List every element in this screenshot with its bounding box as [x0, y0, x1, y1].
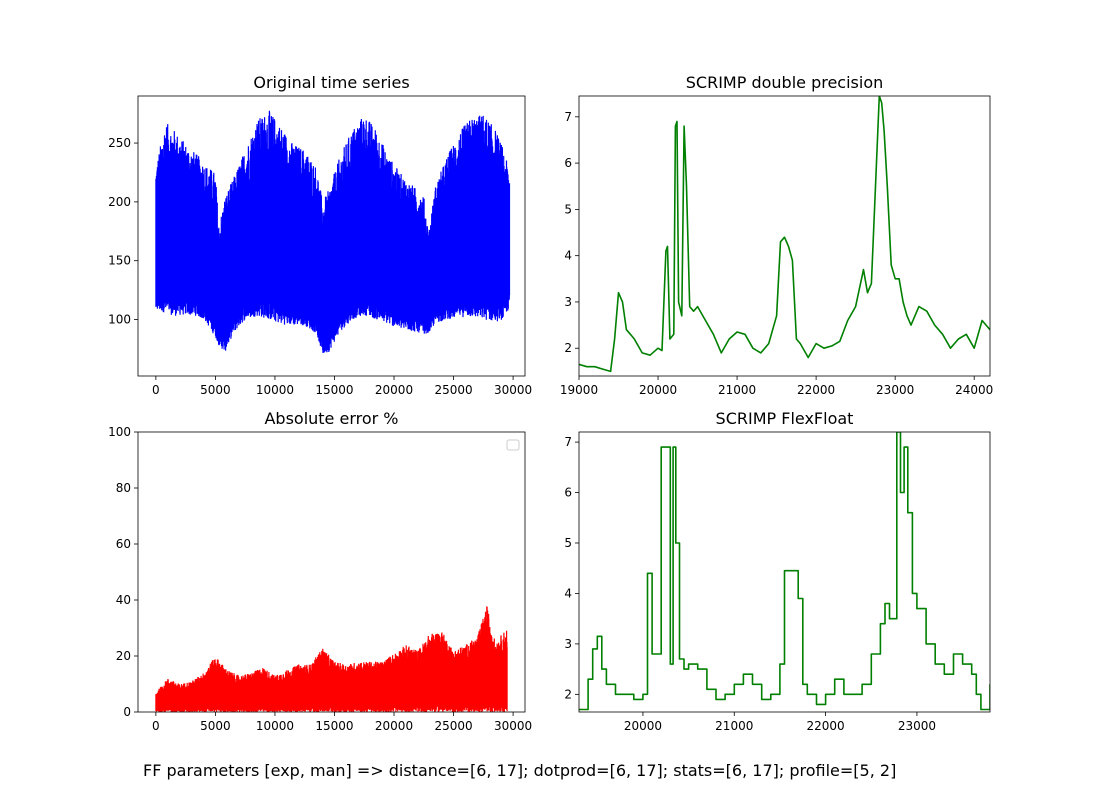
x-tick-label: 21000: [715, 719, 753, 733]
x-tick-label: 0: [152, 719, 160, 733]
y-tick-label: 3: [564, 295, 572, 309]
x-tick-label: 5000: [200, 719, 231, 733]
subplot-title: Original time series: [253, 73, 409, 92]
y-tick-label: 5: [564, 536, 572, 550]
subplot-title: SCRIMP FlexFloat: [716, 409, 854, 428]
figure-caption: FF parameters [exp, man] => distance=[6,…: [143, 761, 896, 780]
plot-area-scrimp-flexfloat: [579, 432, 990, 711]
series-line-scrimp-flexfloat: [579, 432, 990, 711]
series-line-original: [155, 110, 511, 354]
y-tick-label: 7: [564, 110, 572, 124]
subplot-title: SCRIMP double precision: [686, 73, 884, 92]
x-tick-label: 0: [152, 383, 160, 397]
axes-frame: [137, 431, 526, 713]
x-tick-label: 22000: [807, 719, 845, 733]
plot-area-original: [155, 110, 511, 354]
subplot-original: 0 5000 10000 15000 20000 25000 30000 100 150 200 2…: [108, 73, 532, 397]
y-tick-label: 100: [108, 425, 131, 439]
x-tick-label: 21000: [718, 383, 756, 397]
plot-area-scrimp-double: [579, 96, 990, 373]
y-tick-label: 6: [564, 486, 572, 500]
series-line-absolute-error: [155, 606, 508, 712]
x-tick-label: 5000: [200, 383, 231, 397]
y-tick-label: 5: [564, 202, 572, 216]
series-line-scrimp-double: [579, 96, 990, 373]
x-tick-label: 10000: [256, 719, 294, 733]
x-tick-label: 30000: [494, 719, 532, 733]
y-tick-label: 6: [564, 156, 572, 170]
y-tick-label: 100: [108, 313, 131, 327]
x-tick-label: 23000: [876, 383, 914, 397]
subplot-scrimp-double: 19000 20000 21000 22000 23000 24000 2 3 4 5 6 7 SCRI…: [560, 73, 993, 397]
y-tick-label: 40: [116, 593, 131, 607]
x-tick-label: 24000: [955, 383, 993, 397]
x-tick-label: 22000: [797, 383, 835, 397]
x-tick-label: 20000: [375, 719, 413, 733]
subplot-grid: 0 5000 10000 15000 20000 25000 300001001502002…: [108, 73, 993, 733]
y-tick-label: 80: [116, 481, 131, 495]
x-tick-label: 10000: [256, 383, 294, 397]
x-tick-label: 23000: [898, 719, 936, 733]
y-tick-label: 3: [564, 637, 572, 651]
x-tick-label: 20000: [375, 383, 413, 397]
subplot-scrimp-flexfloat: 20000 21000 22000 23000 2 3 4 5 6 7 SCRIMP FlexFlo…: [564, 409, 991, 733]
x-tick-label: 20000: [624, 719, 662, 733]
subplot-absolute-error: 0 5000 10000 15000 20000 25000 30000 0 20 40 60 80 1…: [108, 409, 532, 733]
y-tick-label: 200: [108, 195, 131, 209]
axes-frame: [578, 95, 991, 377]
y-tick-label: 0: [123, 705, 131, 719]
y-tick-label: 250: [108, 136, 131, 150]
x-tick-label: 19000: [560, 383, 598, 397]
legend-box: [506, 439, 520, 451]
x-tick-label: 25000: [434, 719, 472, 733]
axes-frame: [578, 431, 991, 713]
y-tick-label: 20: [116, 649, 131, 663]
plot-area-absolute-error: [155, 606, 508, 712]
y-tick-label: 60: [116, 537, 131, 551]
axes-frame: [137, 95, 526, 377]
x-tick-label: 25000: [434, 383, 472, 397]
x-tick-label: 15000: [315, 719, 353, 733]
x-tick-label: 30000: [494, 383, 532, 397]
y-tick-label: 7: [564, 435, 572, 449]
y-tick-label: 150: [108, 254, 131, 268]
y-tick-label: 2: [564, 687, 572, 701]
y-tick-label: 4: [564, 586, 572, 600]
y-tick-label: 4: [564, 249, 572, 263]
x-tick-label: 20000: [639, 383, 677, 397]
x-tick-label: 15000: [315, 383, 353, 397]
y-tick-label: 2: [564, 341, 572, 355]
subplot-title: Absolute error %: [264, 409, 398, 428]
